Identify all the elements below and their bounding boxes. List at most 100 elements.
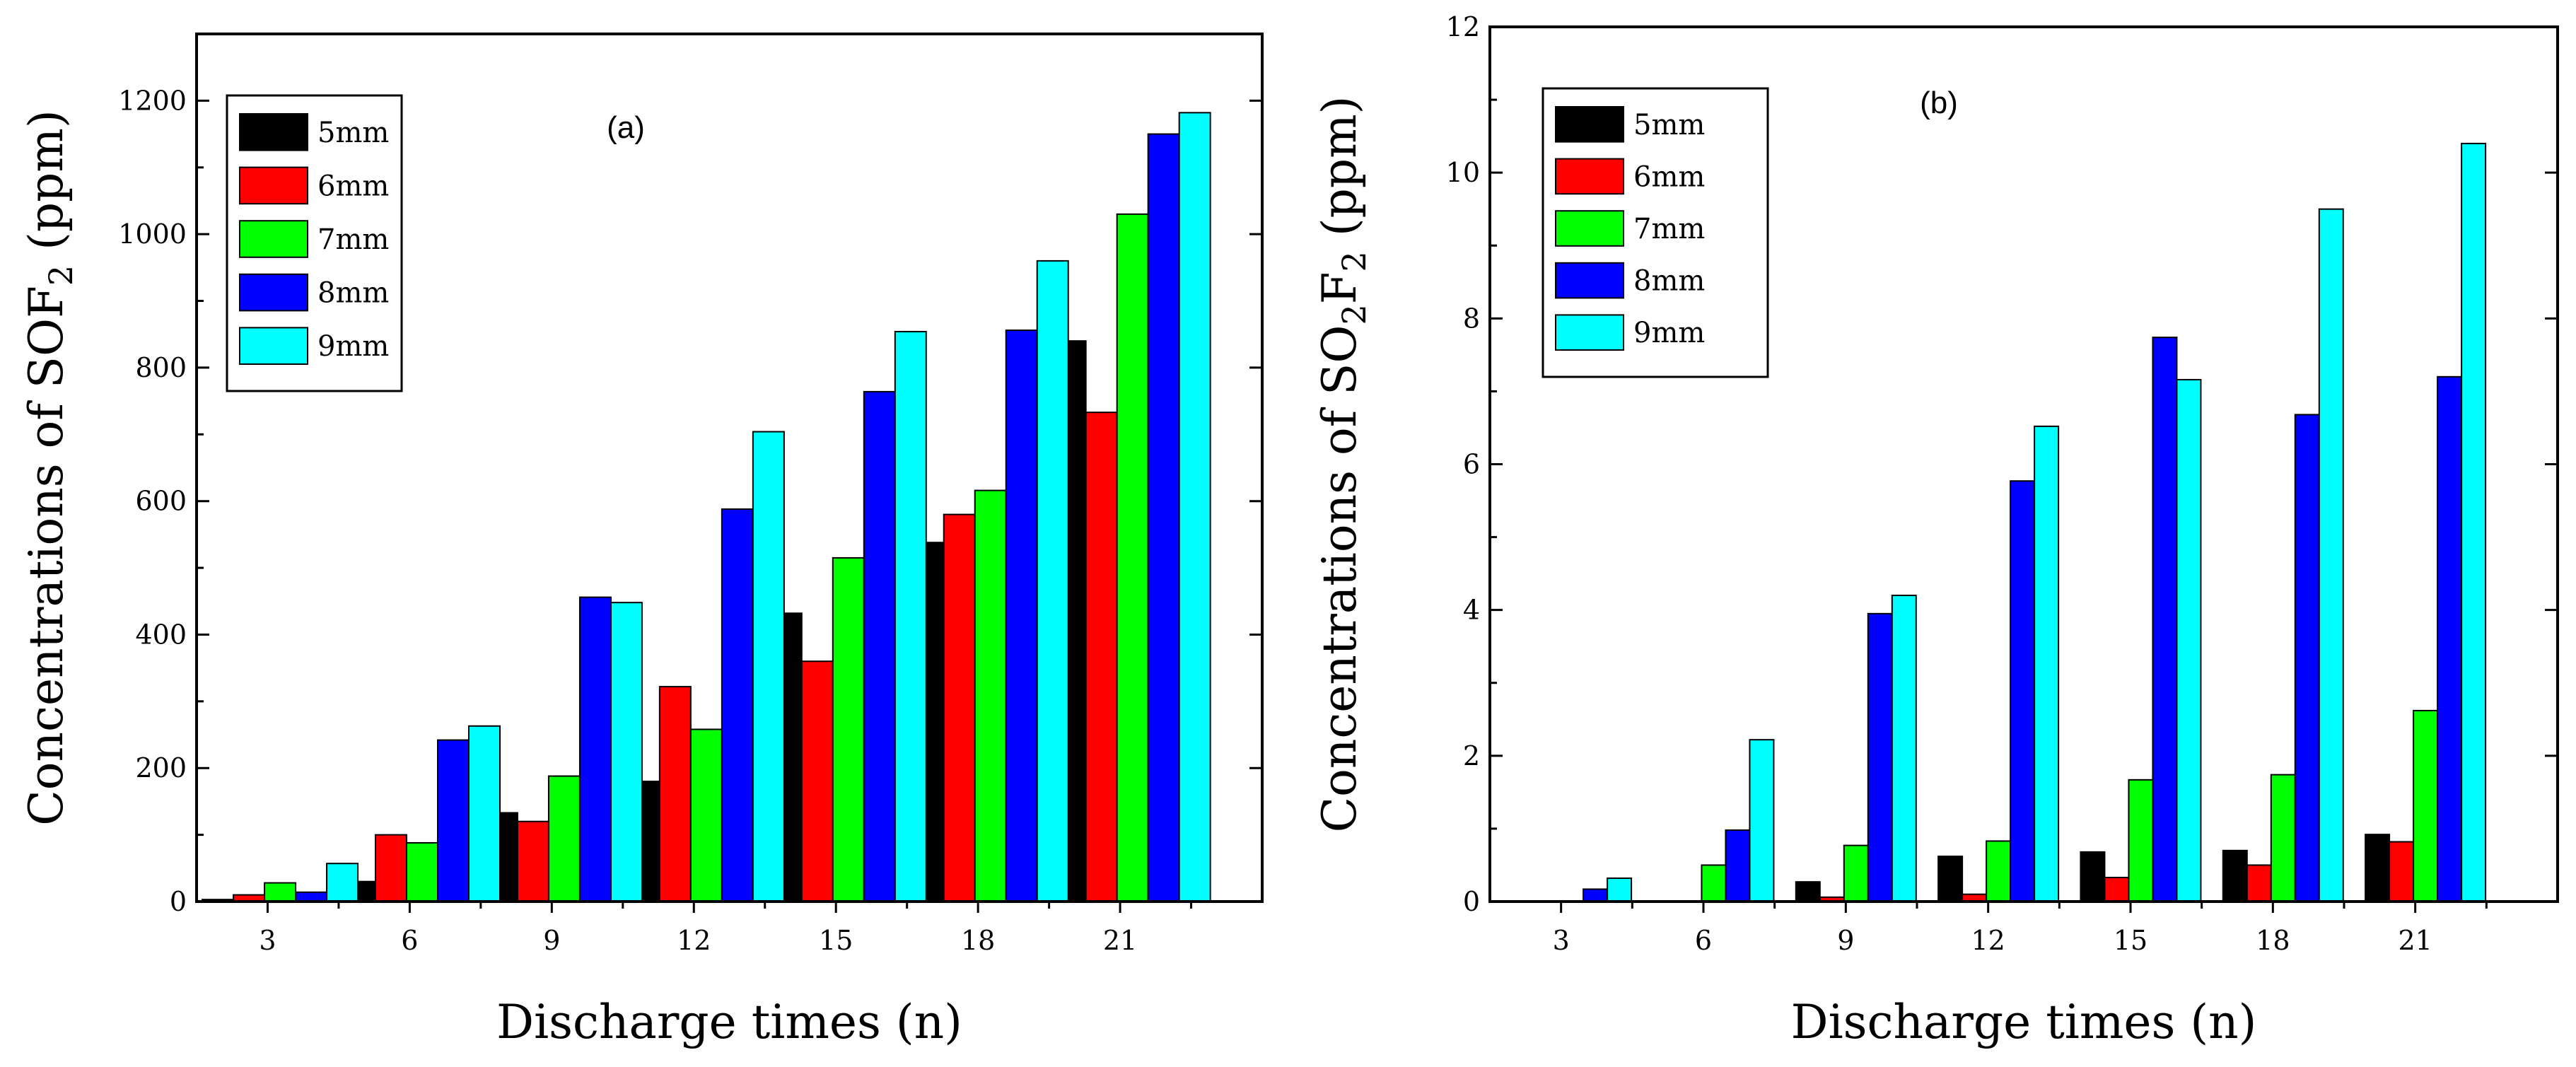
bar-7mm-18	[974, 489, 1007, 902]
legend: 5mm 6mm 7mm 8mm 9mm	[1541, 87, 1769, 378]
bar-9mm-12	[2034, 425, 2060, 902]
bar-7mm-9	[1843, 844, 1869, 903]
legend-swatch-9mm	[239, 327, 308, 365]
x-axis-title: Discharge times (n)	[1791, 995, 2257, 1049]
bar-9mm-18	[2318, 208, 2344, 903]
x-axis-title: Discharge times (n)	[496, 995, 962, 1049]
y-tick-label: 6	[1463, 449, 1480, 480]
y-tick-label: 800	[135, 352, 187, 383]
legend-swatch-7mm	[239, 220, 308, 258]
bar-6mm-12	[658, 686, 692, 902]
bar-6mm-21	[1085, 412, 1118, 902]
x-tick-label: 12	[677, 925, 711, 956]
y-axis-title: Concentrations of SO2F2 (ppm)	[1312, 96, 1373, 833]
bar-9mm-6	[1749, 739, 1775, 903]
bar-7mm-15	[2128, 779, 2154, 902]
x-tick-label: 9	[1837, 925, 1854, 956]
y-tick-label: 600	[135, 486, 187, 517]
y-tick-label: 0	[170, 886, 187, 917]
y-axis-title-part: Concentrations of SO	[1312, 325, 1367, 833]
x-tick-label: 18	[961, 925, 995, 956]
bar-6mm-15	[800, 660, 834, 902]
bar-6mm-21	[2389, 841, 2415, 903]
bar-7mm-9	[547, 775, 581, 902]
x-tick-label: 18	[2256, 925, 2290, 956]
bar-9mm-6	[468, 725, 501, 902]
y-axis-title-subscript: 2	[1335, 251, 1373, 272]
y-axis-title-part: (ppm)	[19, 110, 74, 265]
bar-6mm-9	[516, 820, 549, 902]
bar-8mm-18	[2294, 414, 2320, 902]
x-tick-label: 6	[1695, 925, 1712, 956]
panel-label: (a)	[607, 110, 645, 145]
x-tick-label: 9	[543, 925, 560, 956]
bar-5mm-18	[2222, 849, 2248, 903]
y-axis-title-part: (ppm)	[1312, 96, 1367, 252]
bar-5mm-15	[2080, 851, 2106, 902]
bar-5mm-12	[1937, 856, 1964, 903]
x-tick-label: 3	[259, 925, 276, 956]
bar-9mm-3	[1607, 877, 1633, 902]
bar-9mm-9	[610, 602, 643, 902]
legend-label-5mm: 5mm	[317, 117, 389, 149]
bar-8mm-6	[437, 739, 470, 902]
y-tick-label: 10	[1446, 157, 1480, 188]
bar-6mm-18	[943, 513, 976, 902]
panel-label: (b)	[1920, 86, 1958, 120]
x-tick-label: 6	[401, 925, 418, 956]
legend-label-5mm: 5mm	[1633, 109, 1705, 141]
chart-panel-b: 0 2 4 6 8 10 12 3 6 9 12 15 18 21 Discharge times (n) C…	[1312, 11, 2559, 1049]
bar-7mm-18	[2270, 774, 2296, 903]
legend: 5mm 6mm 7mm 8mm 9mm	[226, 94, 403, 392]
y-tick-label: 0	[1463, 886, 1480, 917]
legend-swatch-8mm	[239, 273, 308, 312]
bar-9mm-21	[2461, 142, 2487, 902]
bar-8mm-6	[1725, 829, 1751, 903]
bar-7mm-3	[264, 882, 297, 902]
y-tick-label: 8	[1463, 303, 1480, 334]
y-axis-title: Concentrations of SOF2 (ppm)	[19, 110, 80, 826]
legend-swatch-5mm	[1555, 106, 1624, 143]
bar-7mm-12	[689, 728, 723, 902]
y-tick-label: 1200	[118, 85, 187, 116]
bar-9mm-18	[1036, 260, 1069, 902]
y-axis-title-subscript: 2	[42, 265, 80, 286]
bar-7mm-21	[2413, 709, 2439, 903]
bar-8mm-21	[2437, 375, 2463, 902]
bar-6mm-6	[375, 834, 407, 902]
bar-8mm-3	[1583, 888, 1609, 902]
x-tick-label: 15	[2114, 925, 2147, 956]
legend-label-9mm: 9mm	[1633, 317, 1705, 349]
bar-8mm-12	[721, 508, 754, 902]
bar-9mm-12	[752, 431, 785, 902]
bar-5mm-9	[1795, 881, 1821, 902]
x-tick-label: 21	[2398, 925, 2432, 956]
legend-swatch-7mm	[1555, 210, 1624, 247]
bar-8mm-9	[1867, 612, 1893, 903]
bar-8mm-12	[2010, 480, 2036, 902]
plot-frame	[195, 33, 1264, 903]
bar-7mm-12	[1986, 840, 2012, 902]
bar-8mm-18	[1005, 330, 1038, 902]
legend-label-6mm: 6mm	[1633, 161, 1705, 193]
x-tick-label: 3	[1553, 925, 1570, 956]
bar-9mm-9	[1891, 595, 1917, 902]
bar-6mm-18	[2246, 864, 2272, 903]
legend-label-8mm: 8mm	[1633, 265, 1705, 298]
legend-label-9mm: 9mm	[317, 330, 389, 363]
legend-swatch-6mm	[239, 166, 308, 205]
y-tick-label: 400	[135, 619, 187, 650]
legend-label-6mm: 6mm	[317, 170, 389, 202]
x-tick-label: 15	[819, 925, 853, 956]
bar-9mm-21	[1178, 112, 1211, 902]
legend-swatch-8mm	[1555, 262, 1624, 299]
legend-swatch-5mm	[239, 113, 308, 151]
bar-7mm-21	[1116, 213, 1149, 903]
x-tick-label: 21	[1103, 925, 1137, 956]
y-tick-label: 200	[135, 752, 187, 783]
bar-7mm-6	[406, 841, 438, 902]
y-tick-label: 4	[1463, 595, 1480, 626]
bar-5mm-21	[2365, 834, 2391, 902]
bar-6mm-15	[2104, 876, 2130, 903]
